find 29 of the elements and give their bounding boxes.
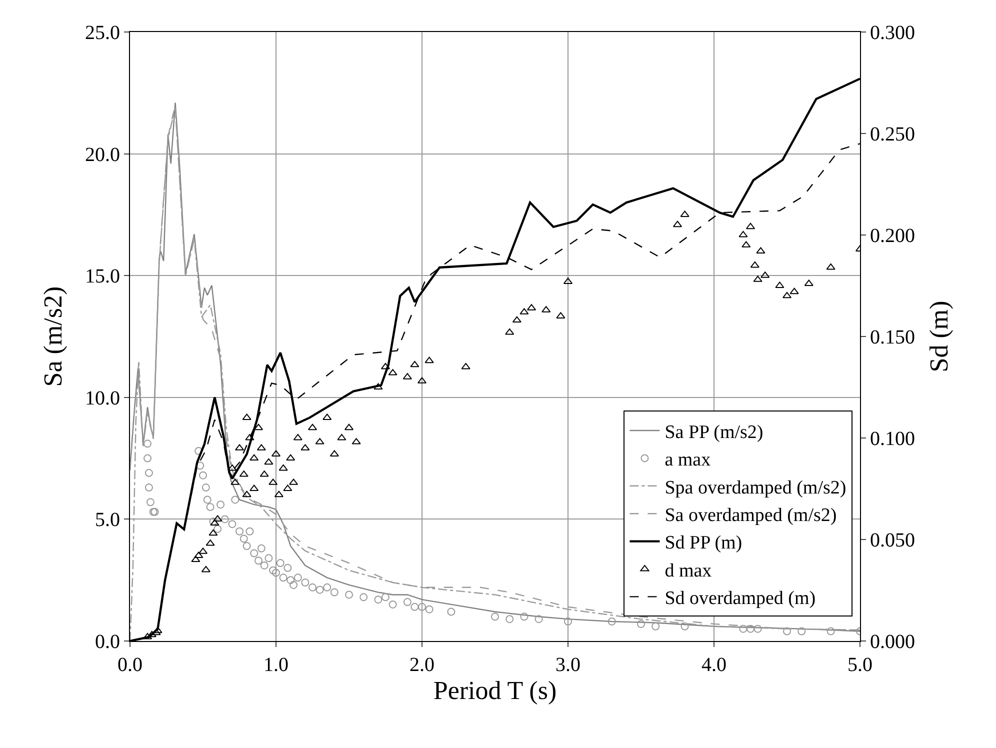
x-axis-title: Period T (s) bbox=[433, 676, 557, 705]
legend-label: Sd PP (m) bbox=[664, 532, 742, 554]
legend-label: Sa overdamped (m/s2) bbox=[664, 505, 837, 526]
y2-tick-label: 0.300 bbox=[870, 22, 915, 44]
y2-tick-label: 0.000 bbox=[870, 631, 915, 653]
x-tick-label: 4.0 bbox=[702, 654, 726, 676]
y2-tick-label: 0.050 bbox=[870, 530, 915, 552]
y-tick-label: 15.0 bbox=[85, 266, 120, 288]
y2-axis-title: Sd (m) bbox=[924, 300, 954, 372]
y-tick-label: 20.0 bbox=[85, 144, 120, 166]
x-tick-label: 2.0 bbox=[410, 654, 434, 676]
y-tick-label: 10.0 bbox=[85, 387, 120, 410]
y2-tick-label: 0.150 bbox=[870, 326, 915, 348]
x-tick-label: 0.0 bbox=[118, 654, 142, 676]
legend-label: a max bbox=[664, 450, 712, 471]
y2-tick-label: 0.200 bbox=[870, 225, 915, 247]
x-tick-label: 3.0 bbox=[556, 654, 580, 676]
y-tick-label: 0.0 bbox=[95, 631, 120, 653]
x-tick-label: 1.0 bbox=[264, 654, 288, 676]
y-tick-label: 5.0 bbox=[95, 509, 120, 532]
x-tick-label: 5.0 bbox=[848, 654, 872, 676]
legend-label: d max bbox=[664, 560, 712, 582]
legend-label: Spa overdamped (m/s2) bbox=[664, 477, 846, 498]
y-axis-title: Sa (m/s2) bbox=[38, 286, 68, 387]
legend-label: Sa PP (m/s2) bbox=[664, 422, 764, 443]
y2-tick-label: 0.250 bbox=[870, 124, 915, 146]
legend-label: Sd overdamped (m) bbox=[664, 588, 816, 610]
y-tick-label: 25.0 bbox=[85, 22, 120, 44]
y2-tick-label: 0.100 bbox=[870, 428, 915, 450]
